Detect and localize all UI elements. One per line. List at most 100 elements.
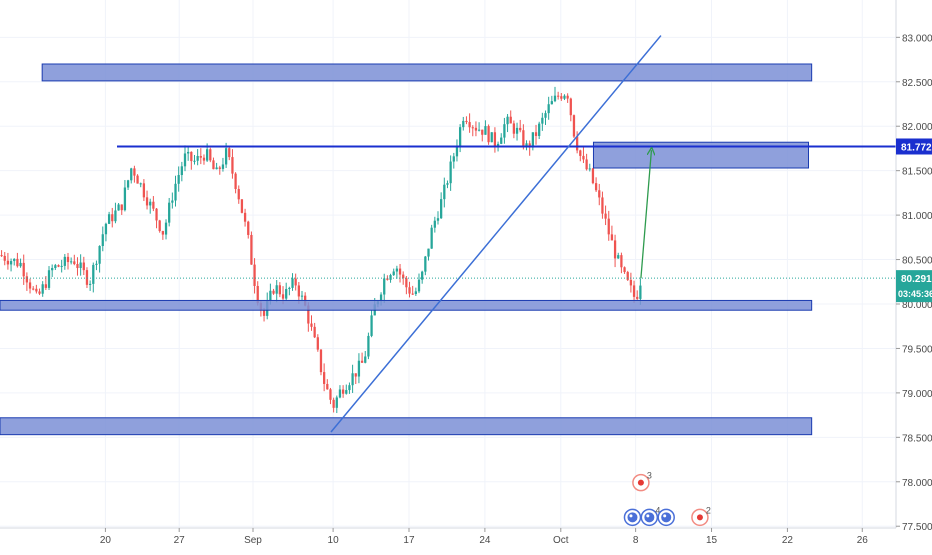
candle-body [22, 262, 25, 277]
candle-body [506, 116, 509, 125]
candle-body [247, 221, 250, 235]
candle-body [272, 290, 275, 294]
candle-body [73, 261, 76, 265]
candle-body [76, 264, 79, 269]
candle-body [607, 218, 610, 235]
candle-body [88, 283, 92, 285]
candle-body [613, 240, 617, 259]
candle-body [114, 210, 117, 222]
candle-body [243, 212, 247, 222]
candle-body [231, 157, 234, 174]
candle-body [82, 262, 85, 271]
candle-body [228, 148, 231, 158]
x-tick-label: 27 [174, 535, 186, 546]
candle-body [500, 137, 503, 144]
candle-body [180, 166, 183, 176]
candle-body [319, 349, 323, 373]
candle-body [430, 227, 433, 249]
candle-body [120, 204, 123, 211]
candle-body [345, 390, 348, 394]
candle-body [512, 123, 516, 134]
candle-body [136, 175, 139, 184]
candle-body [408, 287, 411, 294]
candle-body [130, 168, 133, 181]
time-axis-background [0, 528, 932, 550]
candle-body [338, 389, 342, 398]
candle-body [379, 294, 383, 302]
candle-body [594, 183, 598, 191]
candle-body [538, 123, 541, 136]
y-tick-label: 81.500 [902, 167, 932, 178]
candle-body [550, 101, 553, 105]
candle-body [215, 167, 218, 170]
event-count: 3 [647, 471, 652, 481]
candle-body [515, 127, 519, 134]
candle-body [575, 136, 579, 151]
x-tick-label: 22 [782, 535, 794, 546]
candle-body [351, 373, 354, 386]
candle-body [528, 143, 531, 148]
candle-body [126, 180, 130, 188]
candle-body [0, 255, 3, 257]
candle-body [392, 271, 395, 276]
candle-body [503, 124, 506, 138]
candle-body [117, 204, 120, 211]
projection-arrow [640, 150, 652, 279]
candle-body [465, 120, 468, 123]
candle-body [54, 265, 57, 269]
y-tick-label: 82.000 [902, 122, 932, 133]
candle-body [617, 255, 620, 259]
candle-body [421, 271, 424, 280]
candle-body [386, 278, 389, 280]
candle-body [66, 256, 70, 263]
level-price-label: 81.772 [901, 142, 932, 153]
candle-body [326, 383, 329, 390]
candle-body [174, 183, 177, 201]
event-flag-inner-icon [661, 512, 672, 523]
candle-body [509, 116, 512, 124]
candle-body [133, 168, 136, 176]
candle-body [158, 220, 161, 232]
candle-body [449, 161, 452, 184]
candle-body [398, 268, 402, 275]
event-flag-glint-icon [646, 514, 650, 518]
candle-body [205, 149, 209, 161]
candle-body [142, 183, 146, 198]
candle-body [360, 360, 364, 363]
candle-body [98, 246, 101, 264]
candle-body [19, 262, 22, 267]
y-tick-label: 81.000 [902, 211, 932, 222]
event-flag-inner-icon [627, 512, 638, 523]
candle-body [370, 315, 373, 336]
event-markers: 3 4 2 [623, 471, 711, 527]
y-tick-label: 80.500 [902, 256, 932, 267]
candle-body [285, 288, 288, 299]
drawings [0, 35, 896, 436]
candle-body [275, 285, 278, 294]
candle-body [281, 294, 285, 299]
candle-body [519, 127, 522, 131]
zone-rectangle [0, 417, 813, 436]
candle-body [484, 126, 487, 135]
candle-body [487, 126, 490, 143]
candle-body [202, 157, 206, 161]
candle-body [323, 372, 326, 384]
current-price-label: 80.291 [901, 274, 932, 285]
candle-body [471, 127, 474, 129]
candle-body [47, 270, 51, 288]
candle-body [307, 305, 310, 324]
event-flag-inner-icon [644, 512, 655, 523]
candle-body [218, 167, 221, 169]
candle-body [414, 291, 417, 295]
candle-body [424, 256, 427, 272]
candle-body [164, 222, 168, 235]
y-tick-label: 79.500 [902, 344, 932, 355]
candle-body [70, 261, 73, 263]
candle-body [579, 150, 582, 156]
candle-body [620, 255, 623, 268]
candle-body [38, 291, 41, 294]
candle-body [639, 285, 642, 299]
